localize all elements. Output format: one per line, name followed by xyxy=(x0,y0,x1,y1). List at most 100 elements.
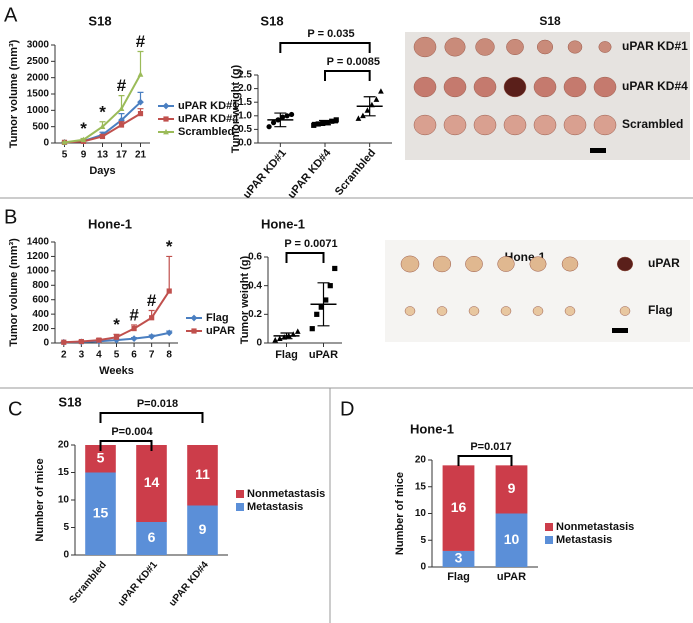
point xyxy=(78,338,84,345)
y-tick-label: 1000 xyxy=(27,105,50,116)
x-tick-label: Flag xyxy=(275,349,298,361)
tumor xyxy=(413,76,437,98)
y-tick-label: 0 xyxy=(43,338,49,349)
data-label: 9 xyxy=(508,480,516,496)
tumor xyxy=(443,76,467,98)
x-tick-label: 4 xyxy=(96,350,102,361)
y-tick-label: 0.0 xyxy=(238,138,252,149)
y-axis-label: Tumor weight (g) xyxy=(239,255,251,344)
y-tick-label: 10 xyxy=(58,495,70,506)
bar-segment xyxy=(85,472,116,555)
photo-row-label: uPAR xyxy=(648,256,680,270)
photo-title: S18 xyxy=(539,14,561,28)
significance-marker: # xyxy=(147,291,157,310)
significance-marker: * xyxy=(113,315,120,334)
x-tick-label: 5 xyxy=(114,350,120,361)
point xyxy=(266,124,272,130)
y-tick-label: 400 xyxy=(32,309,49,320)
p-value: P=0.017 xyxy=(470,441,511,453)
point xyxy=(166,288,172,294)
tumor xyxy=(497,256,515,272)
legend-label: Flag xyxy=(206,312,229,324)
x-tick-label: uPAR KD#1 xyxy=(116,559,160,608)
x-tick-label: 5 xyxy=(62,150,68,161)
photo-row-label: uPAR KD#1 xyxy=(622,39,688,53)
significance-marker: # xyxy=(129,305,139,324)
legend-marker xyxy=(163,116,169,122)
y-tick-label: 1.0 xyxy=(238,110,252,121)
legend-marker xyxy=(190,314,198,322)
y-tick-label: 200 xyxy=(32,323,49,334)
tumor xyxy=(475,38,495,56)
x-tick-label: uPAR KD#1 xyxy=(241,147,289,201)
legend-swatch xyxy=(545,523,553,531)
y-tick-label: 15 xyxy=(415,481,427,492)
point xyxy=(355,115,362,121)
point xyxy=(131,325,137,332)
point xyxy=(80,136,87,143)
scale-bar xyxy=(612,328,628,333)
y-tick-label: 0.5 xyxy=(238,124,252,135)
legend-label: Nonmetastasis xyxy=(247,488,325,500)
p-value: P = 0.0071 xyxy=(284,238,337,250)
point xyxy=(130,335,138,343)
point xyxy=(314,311,320,317)
x-tick-label: 2 xyxy=(61,350,67,361)
y-axis-label: Number of mice xyxy=(34,458,46,541)
x-tick-label: Scrambled xyxy=(68,560,109,606)
x-tick-label: 6 xyxy=(131,350,137,361)
legend-label: Metastasis xyxy=(247,501,303,513)
y-tick-label: 0 xyxy=(420,562,426,573)
chart-title: Hone-1 xyxy=(410,421,454,436)
photo-row-label: uPAR KD#4 xyxy=(622,79,688,93)
legend-marker xyxy=(162,102,170,110)
point xyxy=(311,122,317,128)
point xyxy=(137,111,144,117)
y-tick-label: 15 xyxy=(58,467,70,478)
sd-bar xyxy=(317,282,330,327)
y-tick-label: 5 xyxy=(63,522,69,533)
tumor xyxy=(503,114,527,136)
point xyxy=(378,88,384,94)
point xyxy=(137,98,144,106)
y-tick-label: 1000 xyxy=(27,265,50,276)
y-tick-label: 1.5 xyxy=(238,97,252,108)
point xyxy=(148,333,156,340)
point xyxy=(272,337,279,343)
data-label: 16 xyxy=(451,499,467,515)
sd-bar xyxy=(319,119,331,126)
tumor xyxy=(561,256,579,272)
sd-bar xyxy=(280,332,293,340)
panel-label: D xyxy=(340,398,354,420)
legend-label: uPAR xyxy=(206,325,235,337)
bar-segment xyxy=(442,465,475,551)
error-bar xyxy=(166,255,173,292)
y-tick-label: 0 xyxy=(256,338,262,349)
point xyxy=(360,112,366,119)
tumor xyxy=(533,114,557,136)
tumor xyxy=(443,114,467,136)
x-tick-label: 9 xyxy=(81,150,87,161)
data-label: 5 xyxy=(97,449,105,465)
bar-segment xyxy=(495,513,528,567)
y-tick-label: 500 xyxy=(32,121,49,132)
panel-label: B xyxy=(4,206,17,228)
y-tick-label: 600 xyxy=(32,294,49,305)
significance-bracket xyxy=(285,252,325,263)
data-label: 6 xyxy=(148,529,156,545)
data-label: 11 xyxy=(195,466,210,482)
tumor xyxy=(533,76,557,98)
p-value: P = 0.0085 xyxy=(327,56,380,68)
tumor xyxy=(432,255,452,273)
tumor xyxy=(473,114,497,136)
data-label: 14 xyxy=(144,474,160,490)
significance-bracket xyxy=(457,455,513,466)
tumor xyxy=(529,256,547,272)
data-label: 9 xyxy=(199,521,207,537)
point xyxy=(276,335,283,342)
y-axis-label: Number of mice xyxy=(394,472,406,555)
y-tick-label: 5 xyxy=(420,535,426,546)
y-tick-label: 0.2 xyxy=(248,309,262,320)
point xyxy=(61,339,67,345)
tumor xyxy=(468,306,480,316)
